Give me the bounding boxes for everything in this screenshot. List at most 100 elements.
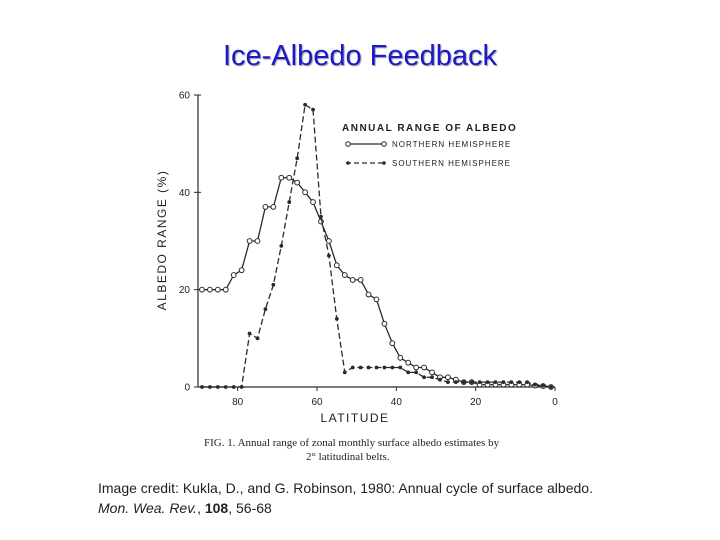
- southern-hemisphere-point: [533, 382, 538, 387]
- northern-hemisphere-point: [333, 262, 340, 269]
- northern-hemisphere-point: [199, 286, 205, 293]
- southern-hemisphere-point: [358, 365, 363, 370]
- southern-hemisphere-point: [430, 375, 434, 380]
- southern-hemisphere-point: [271, 282, 276, 287]
- northern-hemisphere-point: [405, 359, 412, 366]
- credit-separator: ,: [197, 500, 205, 516]
- southern-hemisphere-point: [327, 253, 331, 258]
- southern-hemisphere-point: [342, 370, 347, 375]
- southern-hemisphere-point: [287, 200, 292, 204]
- y-tick-label: 0: [184, 383, 190, 394]
- northern-hemisphere-point: [286, 174, 293, 181]
- southern-hemisphere-point: [406, 370, 411, 375]
- northern-hemisphere-point: [373, 296, 380, 303]
- southern-hemisphere-point: [311, 107, 315, 112]
- x-tick-label: 0: [552, 397, 558, 408]
- southern-hemisphere-point: [422, 375, 426, 380]
- y-axis-label: ALBEDO RANGE (%): [155, 170, 169, 311]
- northern-hemisphere-point: [397, 354, 404, 361]
- southern-hemisphere-point: [509, 380, 514, 385]
- x-tick-label: 60: [311, 397, 323, 408]
- southern-hemisphere-point: [374, 365, 379, 370]
- northern-hemisphere-point: [207, 286, 213, 293]
- image-credit: Image credit: Kukla, D., and G. Robinson…: [98, 478, 698, 518]
- credit-journal: Mon. Wea. Rev.: [98, 500, 198, 516]
- northern-hemisphere-series: [199, 174, 554, 390]
- northern-hemisphere-point: [310, 199, 316, 205]
- northern-hemisphere-point: [429, 369, 435, 376]
- southern-hemisphere-point: [239, 385, 244, 389]
- northern-hemisphere-line: [202, 177, 552, 388]
- southern-hemisphere-point: [414, 370, 419, 375]
- northern-hemisphere-point: [278, 174, 285, 181]
- southern-hemisphere-series: [200, 102, 553, 389]
- northern-hemisphere-point: [238, 267, 245, 274]
- legend-northern-marker: [345, 141, 351, 147]
- y-tick-label: 20: [179, 285, 191, 296]
- southern-hemisphere-point: [446, 380, 450, 385]
- southern-hemisphere-point: [208, 385, 212, 389]
- legend-southern-marker: [346, 161, 350, 165]
- northern-hemisphere-point: [421, 364, 428, 371]
- northern-hemisphere-point: [230, 272, 237, 278]
- figure-caption-line2: 2° latitudinal belts.: [306, 451, 390, 463]
- northern-hemisphere-point: [270, 204, 277, 210]
- albedo-range-chart: 0 20 40 60 80 60 40 20 0 LATITUDE ALBEDO RANGE (…: [155, 91, 558, 464]
- x-axis-label: LATITUDE: [320, 411, 389, 425]
- southern-hemisphere-point: [303, 102, 307, 107]
- southern-hemisphere-point: [398, 365, 403, 370]
- northern-hemisphere-point: [326, 238, 332, 244]
- credit-volume: 108: [204, 500, 229, 516]
- southern-hemisphere-point: [390, 365, 395, 370]
- southern-hemisphere-point: [263, 307, 268, 312]
- northern-hemisphere-point: [254, 238, 261, 244]
- southern-hemisphere-point: [247, 331, 252, 336]
- southern-hemisphere-point: [501, 380, 506, 385]
- southern-hemisphere-point: [319, 214, 323, 219]
- figure-caption-line1: FIG. 1. Annual range of zonal monthly su…: [204, 437, 500, 449]
- northern-hemisphere-point: [349, 277, 356, 283]
- southern-hemisphere-point: [295, 156, 300, 161]
- legend-southern-label: SOUTHERN HEMISPHERE: [392, 159, 511, 168]
- northern-hemisphere-point: [389, 340, 396, 347]
- southern-hemisphere-point: [382, 365, 387, 370]
- southern-hemisphere-point: [350, 365, 355, 370]
- chart-series: [199, 102, 554, 390]
- legend-items: NORTHERN HEMISPHERE SOUTHERN HEMISPHERE: [345, 140, 511, 168]
- southern-hemisphere-point: [255, 336, 260, 341]
- southern-hemisphere-point: [493, 380, 498, 385]
- southern-hemisphere-point: [231, 385, 236, 389]
- y-tick-label: 60: [179, 91, 191, 102]
- southern-hemisphere-point: [461, 380, 466, 385]
- northern-hemisphere-point: [445, 374, 451, 381]
- northern-hemisphere-point: [222, 286, 229, 293]
- southern-hemisphere-point: [438, 377, 442, 382]
- legend-title: ANNUAL RANGE OF ALBEDO: [342, 123, 517, 134]
- chart-ticks: 0 20 40 60 80 60 40 20 0: [179, 91, 558, 409]
- southern-hemisphere-point: [200, 385, 204, 389]
- legend-southern-marker: [382, 161, 386, 165]
- x-tick-label: 20: [470, 397, 482, 408]
- southern-hemisphere-point: [215, 385, 220, 389]
- credit-line-2: Mon. Wea. Rev., 108, 56-68: [98, 498, 698, 518]
- northern-hemisphere-point: [294, 179, 301, 186]
- northern-hemisphere-point: [365, 291, 372, 298]
- northern-hemisphere-point: [302, 189, 309, 196]
- southern-hemisphere-point: [517, 380, 522, 385]
- northern-hemisphere-point: [357, 277, 364, 283]
- southern-hemisphere-point: [469, 380, 474, 385]
- southern-hemisphere-point: [453, 380, 458, 385]
- northern-hemisphere-point: [318, 218, 324, 225]
- northern-hemisphere-point: [381, 320, 388, 327]
- legend-northern-marker: [381, 141, 387, 147]
- legend-northern-label: NORTHERN HEMISPHERE: [392, 140, 511, 149]
- southern-hemisphere-point: [549, 385, 553, 389]
- credit-pages: , 56-68: [228, 500, 272, 516]
- slide-title: Ice-Albedo Feedback: [222, 40, 498, 72]
- northern-hemisphere-point: [341, 272, 348, 278]
- southern-hemisphere-point: [223, 385, 228, 389]
- southern-hemisphere-point: [541, 383, 545, 388]
- southern-hemisphere-point: [485, 380, 490, 385]
- credit-line-1: Image credit: Kukla, D., and G. Robinson…: [98, 480, 593, 496]
- x-tick-label: 40: [391, 397, 403, 408]
